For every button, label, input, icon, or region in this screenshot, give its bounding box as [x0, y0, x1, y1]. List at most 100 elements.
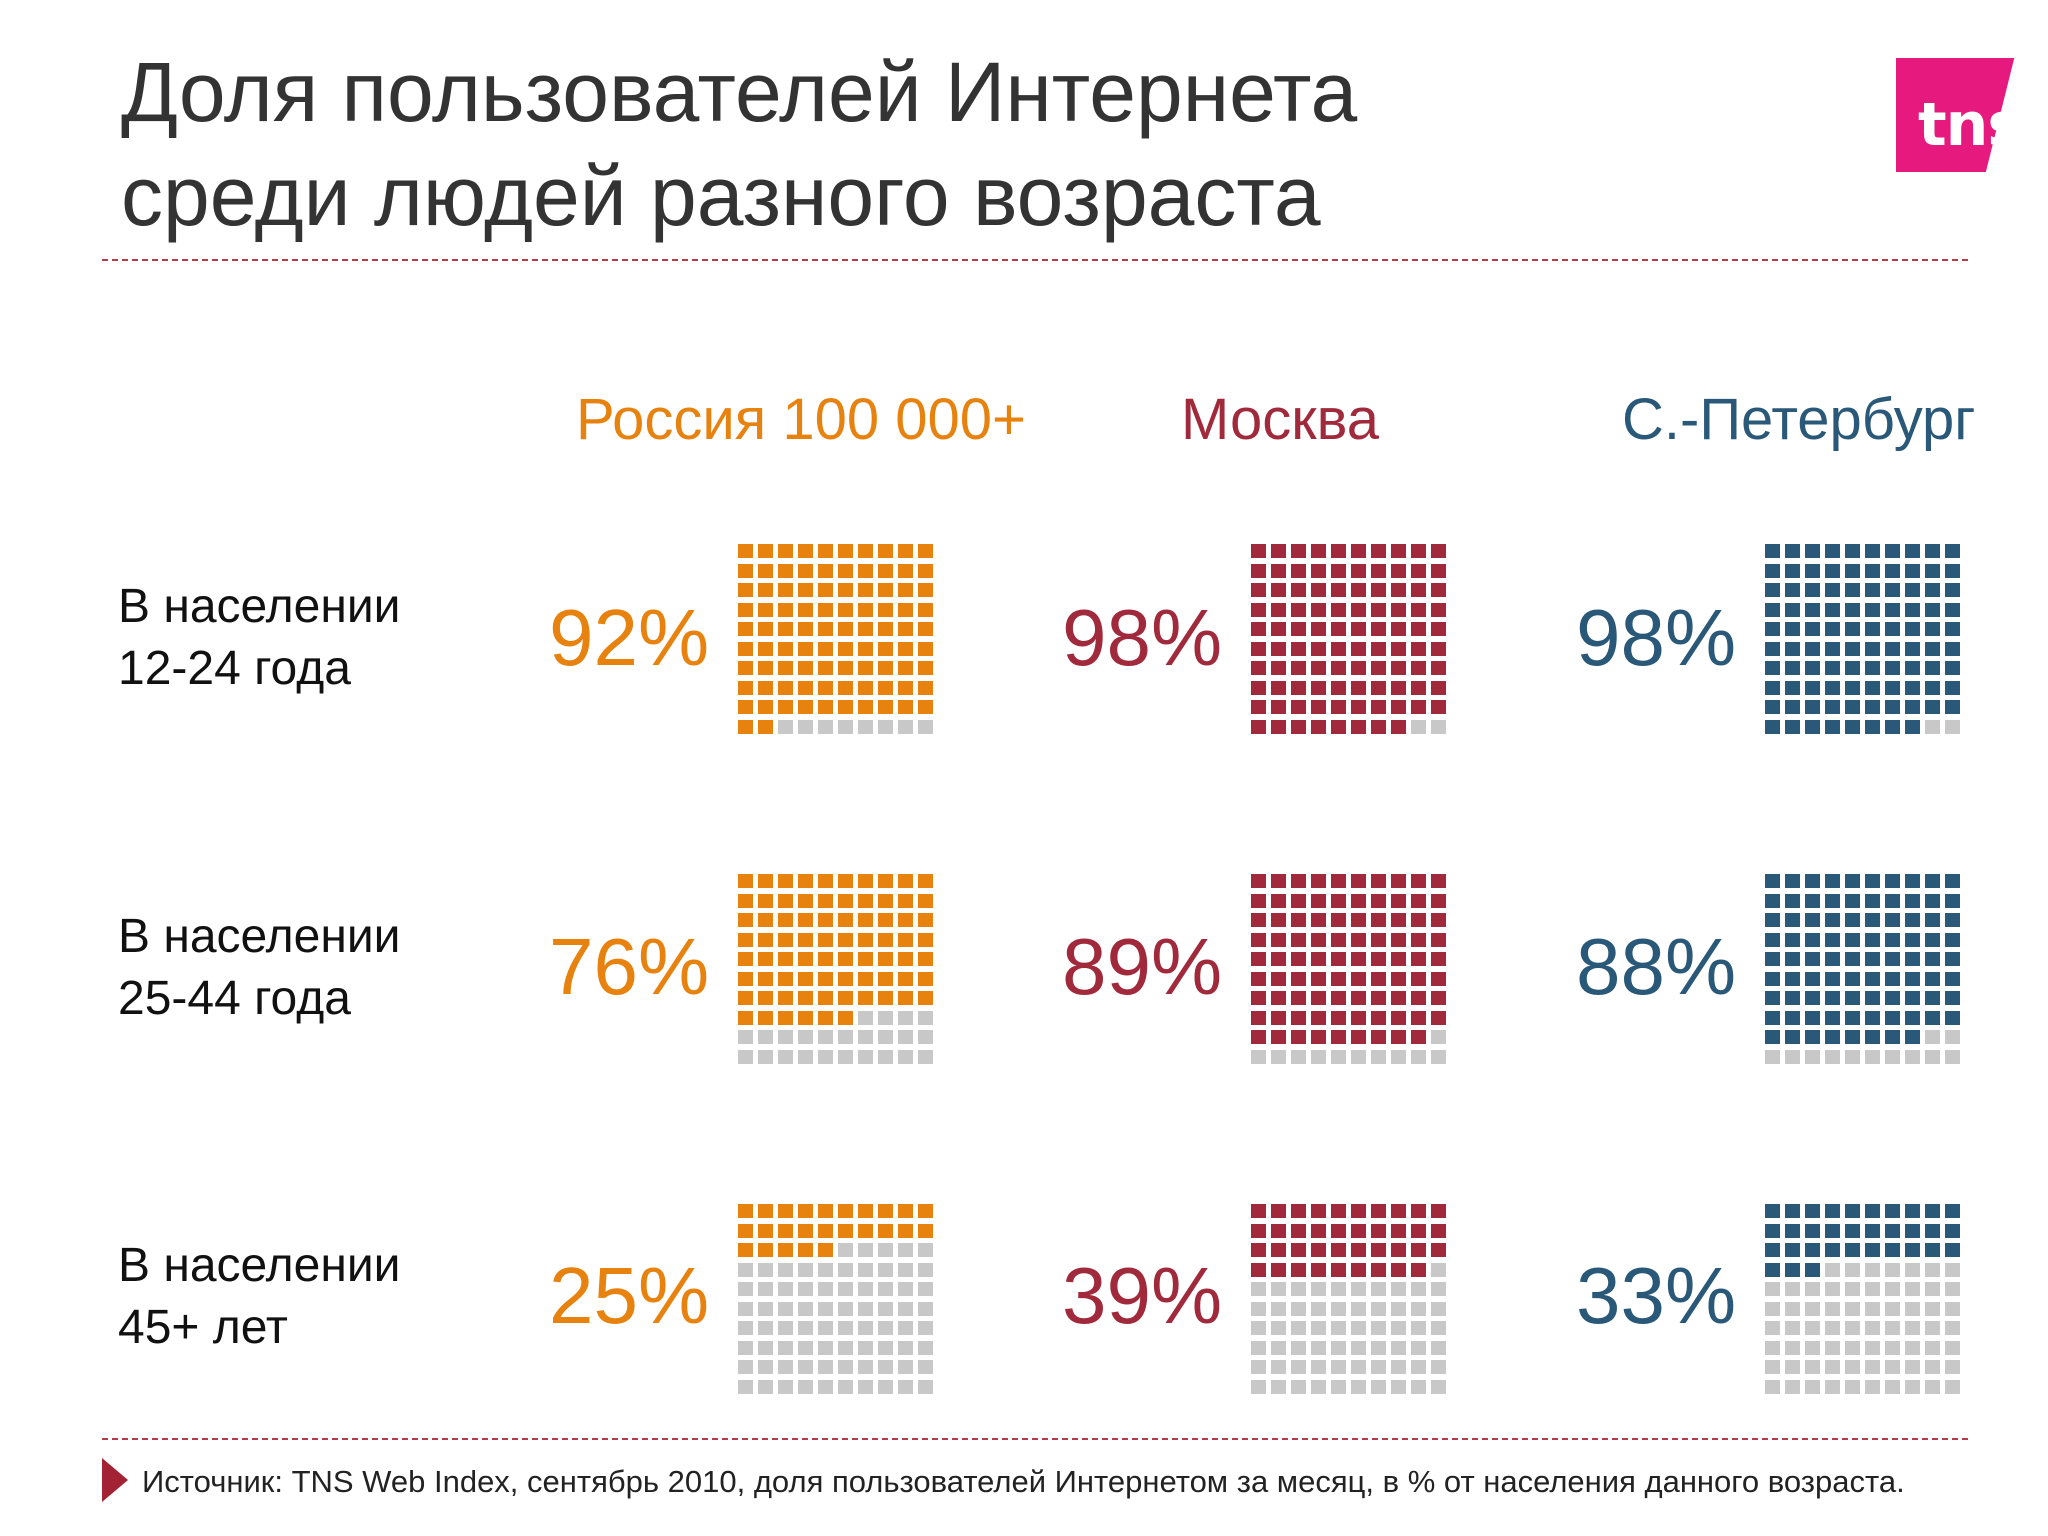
waffle-cell-filled — [1431, 971, 1446, 986]
waffle-cell-filled — [1351, 952, 1366, 966]
waffle-cell-empty — [898, 1262, 913, 1277]
waffle-cell-empty — [1865, 1360, 1880, 1374]
waffle-cell-filled — [778, 952, 793, 966]
waffle-cell-filled — [1805, 602, 1820, 617]
waffle-cell-empty — [1945, 719, 1960, 734]
waffle-cell-filled — [1885, 641, 1900, 656]
waffle-cell-filled — [1765, 1262, 1780, 1277]
waffle-cell-filled — [1905, 893, 1920, 908]
waffle-cell-filled — [1271, 700, 1286, 714]
waffle-cell-filled — [738, 1243, 753, 1257]
waffle-cell-empty — [1391, 1321, 1406, 1335]
waffle-cell-filled — [1905, 641, 1920, 656]
waffle-cell-filled — [1311, 602, 1326, 617]
waffle-cell-filled — [798, 544, 813, 558]
waffle-cell-filled — [738, 622, 753, 636]
waffle-cell-empty — [1311, 1321, 1326, 1335]
waffle-cell-filled — [738, 874, 753, 888]
waffle-cell-filled — [1885, 700, 1900, 714]
waffle-cell-empty — [838, 1321, 853, 1335]
waffle-cell-empty — [1905, 1379, 1920, 1394]
waffle-cell-filled — [1925, 1204, 1940, 1218]
waffle-cell-filled — [1885, 893, 1900, 908]
waffle-cell-filled — [1411, 1010, 1426, 1025]
waffle-cell-filled — [1825, 719, 1840, 734]
waffle-cell-filled — [818, 893, 833, 908]
waffle-cell-filled — [1291, 719, 1306, 734]
waffle-cell-empty — [1945, 1340, 1960, 1355]
waffle-cell-empty — [798, 1321, 813, 1335]
waffle-cell-filled — [898, 641, 913, 656]
waffle-cell-filled — [1351, 1030, 1366, 1044]
waffle-cell-filled — [1845, 583, 1860, 597]
waffle-cell-empty — [1311, 1379, 1326, 1394]
waffle-cell-filled — [818, 602, 833, 617]
waffle-cell-filled — [1331, 893, 1346, 908]
waffle-cell-empty — [1431, 1360, 1446, 1374]
waffle-cell-filled — [1765, 874, 1780, 888]
waffle-cell-filled — [1885, 1243, 1900, 1257]
waffle-cell-empty — [738, 1030, 753, 1044]
waffle-cell-filled — [1311, 991, 1326, 1005]
waffle-cell-empty — [758, 1340, 773, 1355]
waffle-cell-filled — [1865, 583, 1880, 597]
waffle-cell-filled — [778, 893, 793, 908]
waffle-cell-empty — [1291, 1379, 1306, 1394]
waffle-cell-empty — [1845, 1282, 1860, 1296]
waffle-cell-filled — [858, 680, 873, 695]
waffle-cell-filled — [1391, 913, 1406, 927]
waffle-cell-filled — [1291, 952, 1306, 966]
waffle-cell-filled — [1925, 583, 1940, 597]
waffle-cell-empty — [818, 1340, 833, 1355]
waffle-cell-filled — [858, 583, 873, 597]
waffle-cell-filled — [1765, 602, 1780, 617]
waffle-cell-filled — [1865, 641, 1880, 656]
waffle-cell-filled — [1785, 661, 1800, 675]
waffle-cell-empty — [1945, 1321, 1960, 1335]
waffle-cell-filled — [798, 952, 813, 966]
waffle-cell-filled — [1331, 622, 1346, 636]
waffle-cell-empty — [818, 1030, 833, 1044]
waffle-cell-empty — [1905, 1262, 1920, 1277]
waffle-cell-empty — [1825, 1379, 1840, 1394]
waffle-cell-filled — [1945, 583, 1960, 597]
waffle-cell-empty — [898, 1282, 913, 1296]
waffle-cell-empty — [798, 1301, 813, 1316]
waffle-cell-filled — [1945, 680, 1960, 695]
waffle-cell-filled — [1311, 1223, 1326, 1238]
waffle-cell-filled — [878, 661, 893, 675]
waffle-cell-filled — [1805, 641, 1820, 656]
waffle-cell-filled — [1331, 700, 1346, 714]
waffle-cell-empty — [1885, 1282, 1900, 1296]
waffle-cell-filled — [878, 874, 893, 888]
waffle-cell-filled — [1251, 641, 1266, 656]
waffle-cell-filled — [858, 544, 873, 558]
waffle-cell-filled — [1371, 544, 1386, 558]
waffle-cell-empty — [918, 1049, 933, 1064]
waffle-cell-filled — [1765, 1243, 1780, 1257]
waffle-cell-filled — [1331, 661, 1346, 675]
column-header-russia: Россия 100 000+ — [576, 387, 1026, 452]
waffle-cell-empty — [1411, 1301, 1426, 1316]
waffle-cell-filled — [1351, 544, 1366, 558]
waffle-cell-filled — [1291, 932, 1306, 947]
waffle-cell-filled — [778, 913, 793, 927]
waffle-cell-filled — [878, 971, 893, 986]
waffle-cell-filled — [798, 971, 813, 986]
waffle-cell-filled — [1845, 622, 1860, 636]
waffle-cell-empty — [758, 1030, 773, 1044]
waffle-cell-filled — [1251, 544, 1266, 558]
waffle-cell-filled — [1905, 874, 1920, 888]
waffle-cell-empty — [758, 1301, 773, 1316]
waffle-cell-empty — [1785, 1321, 1800, 1335]
waffle-cell-filled — [1905, 583, 1920, 597]
waffle-cell-filled — [1271, 661, 1286, 675]
waffle-cell-filled — [758, 719, 773, 734]
waffle-cell-empty — [1331, 1049, 1346, 1064]
waffle-cell-filled — [1845, 991, 1860, 1005]
waffle-cell-empty — [1391, 1301, 1406, 1316]
waffle-cell-empty — [1291, 1049, 1306, 1064]
waffle-cell-filled — [1391, 1030, 1406, 1044]
waffle-cell-empty — [1251, 1282, 1266, 1296]
footer-arrow-icon — [102, 1458, 128, 1502]
